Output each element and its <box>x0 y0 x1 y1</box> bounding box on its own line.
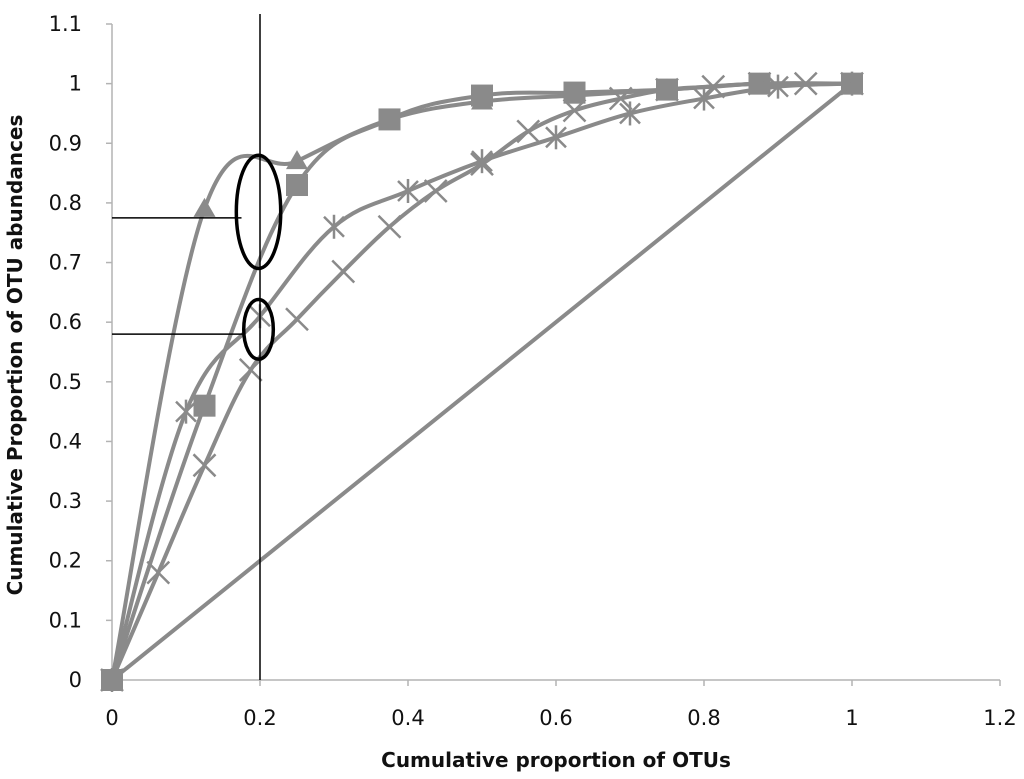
highlight-ellipse <box>241 297 276 361</box>
marker-stroke <box>423 179 448 203</box>
data-point-cross <box>146 560 171 585</box>
data-point-cross <box>377 214 402 239</box>
x-ticks: 0 0.2 0.4 0.6 0.8 1 1.2 <box>105 680 1017 730</box>
data-point-cross <box>562 98 587 123</box>
data-point-triangle <box>193 197 216 217</box>
axes <box>111 24 1000 681</box>
marker-stroke <box>146 560 171 585</box>
marker-stroke <box>655 77 679 102</box>
x-tick-label: 1.2 <box>983 706 1016 730</box>
data-point-star <box>175 399 197 424</box>
data-point-cross <box>747 71 772 96</box>
data-point-star <box>323 214 345 239</box>
marker-stroke <box>192 453 217 478</box>
data-point-star <box>693 86 715 111</box>
data-point-cross <box>793 71 818 96</box>
y-tick-label: 0.7 <box>49 251 82 275</box>
data-point-square <box>193 394 216 417</box>
x-tick-label: 0.6 <box>539 706 572 730</box>
x-tick-label: 1 <box>845 706 858 730</box>
marker-stroke <box>470 152 494 177</box>
data-point-cross <box>192 453 217 478</box>
x-tick-label: 0.2 <box>243 706 276 730</box>
series-line-star <box>110 81 854 682</box>
data-point-cross <box>516 119 541 144</box>
x-tick-label: 0.8 <box>687 706 720 730</box>
data-point-square <box>286 174 308 197</box>
y-tick-label: 0.6 <box>49 310 82 334</box>
data-point-cross <box>285 307 309 332</box>
data-point-square <box>471 84 493 107</box>
y-tick-label: 1.1 <box>49 12 82 36</box>
x-tick-label: 0 <box>105 706 118 730</box>
marker-stroke <box>793 71 818 96</box>
y-tick-label: 0 <box>69 668 82 692</box>
marker-stroke <box>516 119 541 144</box>
y-tick-label: 0.2 <box>49 549 82 573</box>
marker-stroke <box>377 214 402 239</box>
marker-stroke <box>331 259 356 284</box>
series-layer <box>100 71 864 692</box>
annotation-layer <box>112 14 283 680</box>
series-line-cross <box>110 81 854 682</box>
data-point-cross <box>331 259 356 284</box>
x-axis-title: Cumulative proportion of OTUs <box>381 748 731 772</box>
data-point-cross <box>701 74 726 99</box>
y-ticks: 0 0.1 0.2 0.3 0.4 0.5 0.6 0.7 0.8 0.9 1 1.1 <box>49 12 112 692</box>
data-point-cross <box>655 77 679 102</box>
data-point-cross <box>238 358 263 382</box>
data-point-star <box>767 74 789 99</box>
highlight-ellipse <box>234 153 283 271</box>
marker-stroke <box>285 307 309 332</box>
data-point-star <box>619 101 641 126</box>
data-point-cross <box>470 152 494 177</box>
data-point-triangle <box>286 150 308 170</box>
data-point-star <box>397 178 419 203</box>
data-point-cross <box>423 179 448 203</box>
data-point-cross <box>608 86 633 111</box>
x-tick-label: 0.4 <box>391 706 424 730</box>
series-equality-line <box>110 81 854 682</box>
marker-stroke <box>238 358 263 382</box>
series-line-equality-line <box>110 81 854 682</box>
marker-stroke <box>562 98 587 123</box>
data-point-square <box>378 108 401 131</box>
y-tick-label: 1 <box>69 72 82 96</box>
marker-stroke <box>747 71 772 96</box>
y-tick-label: 0.9 <box>49 131 82 155</box>
marker-stroke <box>701 74 726 99</box>
y-tick-label: 0.8 <box>49 191 82 215</box>
y-axis-title: Cumulative Proportion of OTU abundances <box>3 115 27 596</box>
y-tick-label: 0.1 <box>49 608 82 632</box>
y-tick-label: 0.4 <box>49 429 82 453</box>
marker-stroke <box>608 86 633 111</box>
data-point-square <box>563 81 586 104</box>
y-tick-label: 0.5 <box>49 370 82 394</box>
y-tick-label: 0.3 <box>49 489 82 513</box>
data-point-star <box>545 125 567 150</box>
